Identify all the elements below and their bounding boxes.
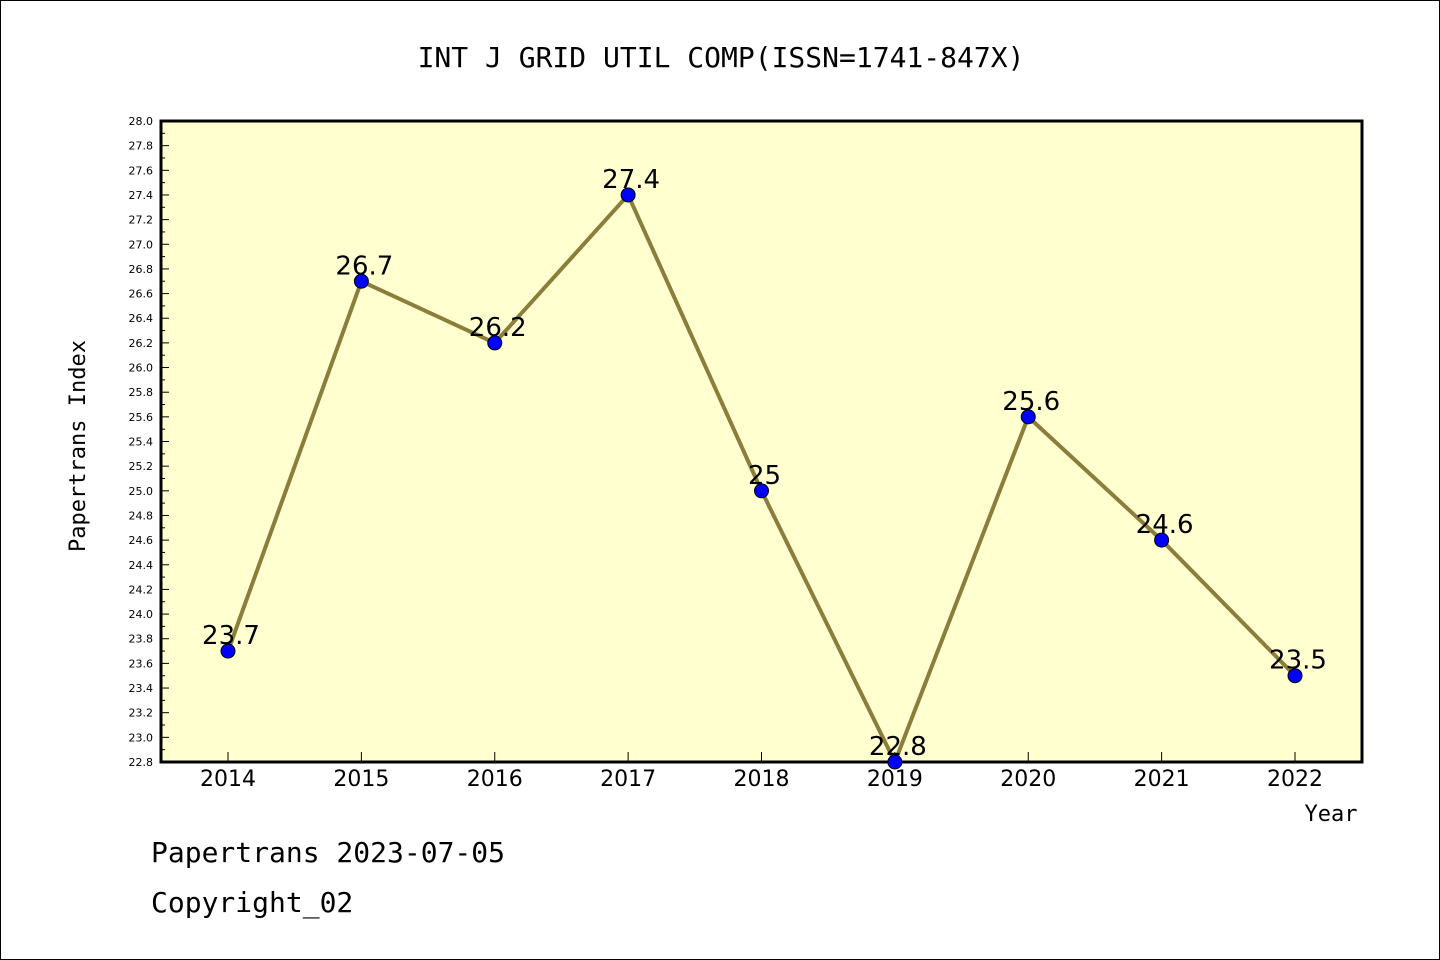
- data-point: [1287, 668, 1303, 684]
- y-tick-label: 25.4: [129, 436, 154, 449]
- y-tick-label: 23.8: [129, 633, 154, 646]
- y-tick-label: 24.8: [129, 509, 154, 522]
- data-label: 27.4: [602, 165, 660, 195]
- y-tick-label: 22.8: [129, 756, 154, 769]
- y-axis-label: Papertrans Index: [66, 340, 91, 552]
- data-label: 22.8: [869, 732, 927, 762]
- x-tick-label: 2016: [467, 767, 523, 792]
- y-tick-label: 26.8: [129, 263, 154, 276]
- plot-area: [159, 119, 1364, 764]
- y-tick-label: 25.8: [129, 386, 154, 399]
- data-point: [1020, 409, 1036, 425]
- chart-title: INT J GRID UTIL COMP(ISSN=1741-847X): [418, 41, 1025, 74]
- x-tick-label: 2022: [1267, 767, 1323, 792]
- x-axis: 2014 2015 2016 2017 2018 2019 2020 2021 2022: [200, 752, 1323, 792]
- y-tick-label: 23.4: [129, 682, 154, 695]
- data-point: [620, 187, 636, 203]
- data-label: 25.6: [1002, 387, 1060, 417]
- y-tick-label: 24.2: [129, 583, 154, 596]
- y-axis: 22.8 23.0 23.2 23.4 23.6 23.8 24.0 24.2 24.4 24.6…: [129, 115, 169, 769]
- data-point: [353, 273, 369, 289]
- x-tick-label: 2015: [333, 767, 389, 792]
- footer-date: Papertrans 2023-07-05: [151, 836, 506, 869]
- y-tick-label: 25.0: [129, 485, 154, 498]
- y-tick-label: 26.6: [129, 288, 154, 301]
- data-point: [1154, 532, 1170, 548]
- data-label: 24.6: [1136, 510, 1194, 540]
- data-label: 23.7: [202, 621, 260, 651]
- data-label: 25: [748, 461, 781, 491]
- data-point: [754, 483, 769, 499]
- x-tick-label: 2018: [734, 767, 790, 792]
- y-tick-label: 25.6: [129, 411, 154, 424]
- y-tick-label: 27.6: [129, 164, 154, 177]
- data-point: [487, 335, 503, 351]
- data-label: 26.7: [335, 251, 393, 281]
- x-axis-label: Year: [1305, 802, 1358, 827]
- x-tick-label: 2017: [600, 767, 656, 792]
- y-tick-label: 26.4: [129, 312, 154, 325]
- y-tick-label: 24.4: [129, 559, 154, 572]
- y-tick-label: 23.2: [129, 707, 154, 720]
- x-tick-label: 2021: [1134, 767, 1190, 792]
- y-tick-label: 23.6: [129, 657, 154, 670]
- data-point: [887, 754, 903, 770]
- y-tick-label: 23.0: [129, 731, 154, 744]
- y-tick-label: 26.2: [129, 337, 154, 350]
- y-tick-label: 27.8: [129, 140, 154, 153]
- y-tick-label: 25.2: [129, 460, 154, 473]
- y-tick-label: 28.0: [129, 115, 154, 128]
- y-tick-label: 26.0: [129, 362, 154, 375]
- y-tick-label: 24.0: [129, 608, 154, 621]
- y-tick-label: 27.0: [129, 238, 154, 251]
- x-tick-label: 2019: [867, 767, 923, 792]
- data-point: [220, 643, 236, 659]
- y-tick-label: 24.6: [129, 534, 154, 547]
- x-tick-label: 2020: [1000, 767, 1056, 792]
- data-label: 26.2: [469, 313, 527, 343]
- data-labels: 23.7 26.7 26.2 27.4 25 22.8 25.6 24.6 23.5: [202, 165, 1327, 762]
- footer-copyright: Copyright_02: [151, 886, 354, 919]
- x-tick-label: 2014: [200, 767, 256, 792]
- y-tick-label: 27.4: [129, 189, 154, 202]
- y-tick-label: 27.2: [129, 214, 154, 227]
- series-markers: [220, 187, 1303, 770]
- data-label: 23.5: [1269, 646, 1327, 676]
